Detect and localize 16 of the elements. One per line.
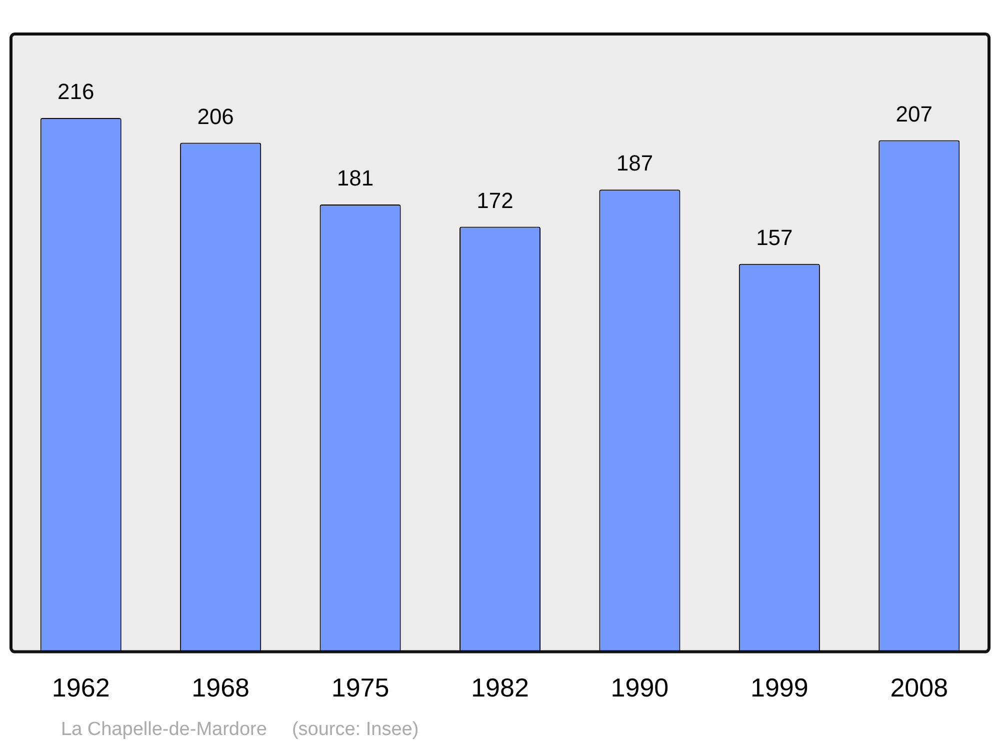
data-label: 207 — [896, 101, 932, 126]
x-tick-label: 1982 — [471, 672, 529, 703]
x-tick-label: 1990 — [610, 672, 669, 703]
data-label: 216 — [58, 79, 94, 104]
x-tick-label: 1999 — [750, 672, 808, 703]
x-tick-label: 1968 — [192, 672, 250, 703]
text: La Chapelle-de-Mardore — [61, 719, 267, 740]
x-tick-label: 1975 — [331, 672, 390, 703]
data-label: 157 — [756, 224, 793, 250]
data-label: 187 — [616, 150, 654, 176]
data-label: 206 — [197, 104, 234, 129]
text: (source: Insee) — [292, 719, 419, 740]
x-tick-label: 2008 — [890, 672, 948, 703]
data-label: 172 — [476, 188, 514, 213]
x-tick-label: 1962 — [52, 672, 110, 703]
data-label: 181 — [336, 166, 374, 191]
